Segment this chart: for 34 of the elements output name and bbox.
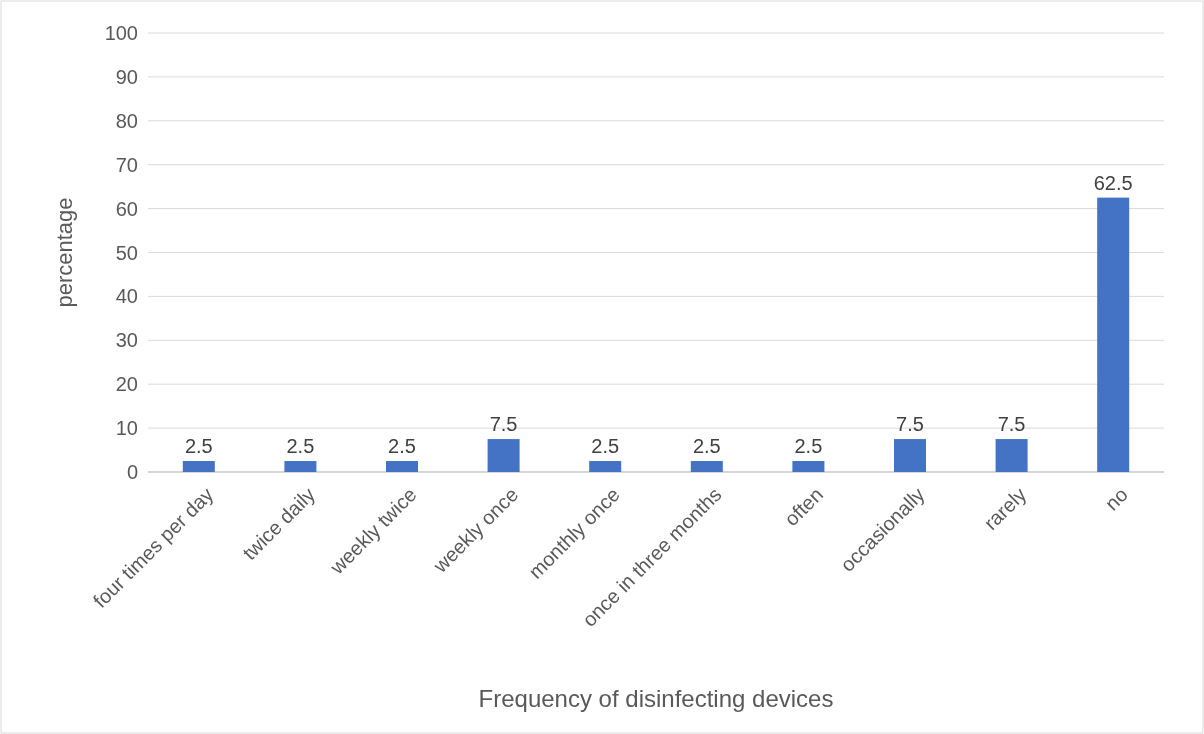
data-label: 2.5 [692, 435, 721, 458]
y-axis-title: percentage [52, 197, 77, 308]
bar [284, 461, 317, 472]
bar [894, 439, 926, 472]
data-label: 2.5 [184, 435, 213, 458]
y-tick-label: 90 [115, 65, 138, 88]
y-tick-label: 70 [115, 153, 138, 176]
data-label: 2.5 [591, 435, 620, 458]
data-label: 62.5 [1093, 171, 1133, 194]
y-tick-label: 10 [115, 417, 138, 440]
data-label: 2.5 [388, 435, 416, 458]
bar [995, 439, 1028, 472]
bar [792, 461, 825, 472]
data-label: 7.5 [489, 413, 518, 436]
bar [690, 461, 723, 472]
y-tick-label: 0 [126, 461, 138, 483]
y-tick-label: 50 [115, 241, 138, 264]
bar [182, 461, 215, 472]
bar [386, 461, 418, 472]
y-tick-label: 20 [115, 373, 138, 396]
data-label: 2.5 [794, 435, 823, 458]
bar [589, 461, 622, 472]
data-label: 2.5 [286, 435, 315, 458]
y-tick-label: 60 [115, 197, 138, 220]
data-label: 7.5 [997, 413, 1026, 436]
bar [1097, 197, 1130, 472]
y-tick-label: 100 [104, 22, 138, 44]
x-tick-label: no [1100, 483, 1132, 515]
x-axis-title: Frequency of disinfecting devices [478, 685, 834, 712]
bar [487, 439, 520, 472]
y-tick-label: 30 [115, 329, 138, 352]
y-tick-label: 80 [115, 109, 138, 132]
data-label: 7.5 [896, 413, 924, 436]
y-tick-label: 40 [115, 285, 138, 308]
